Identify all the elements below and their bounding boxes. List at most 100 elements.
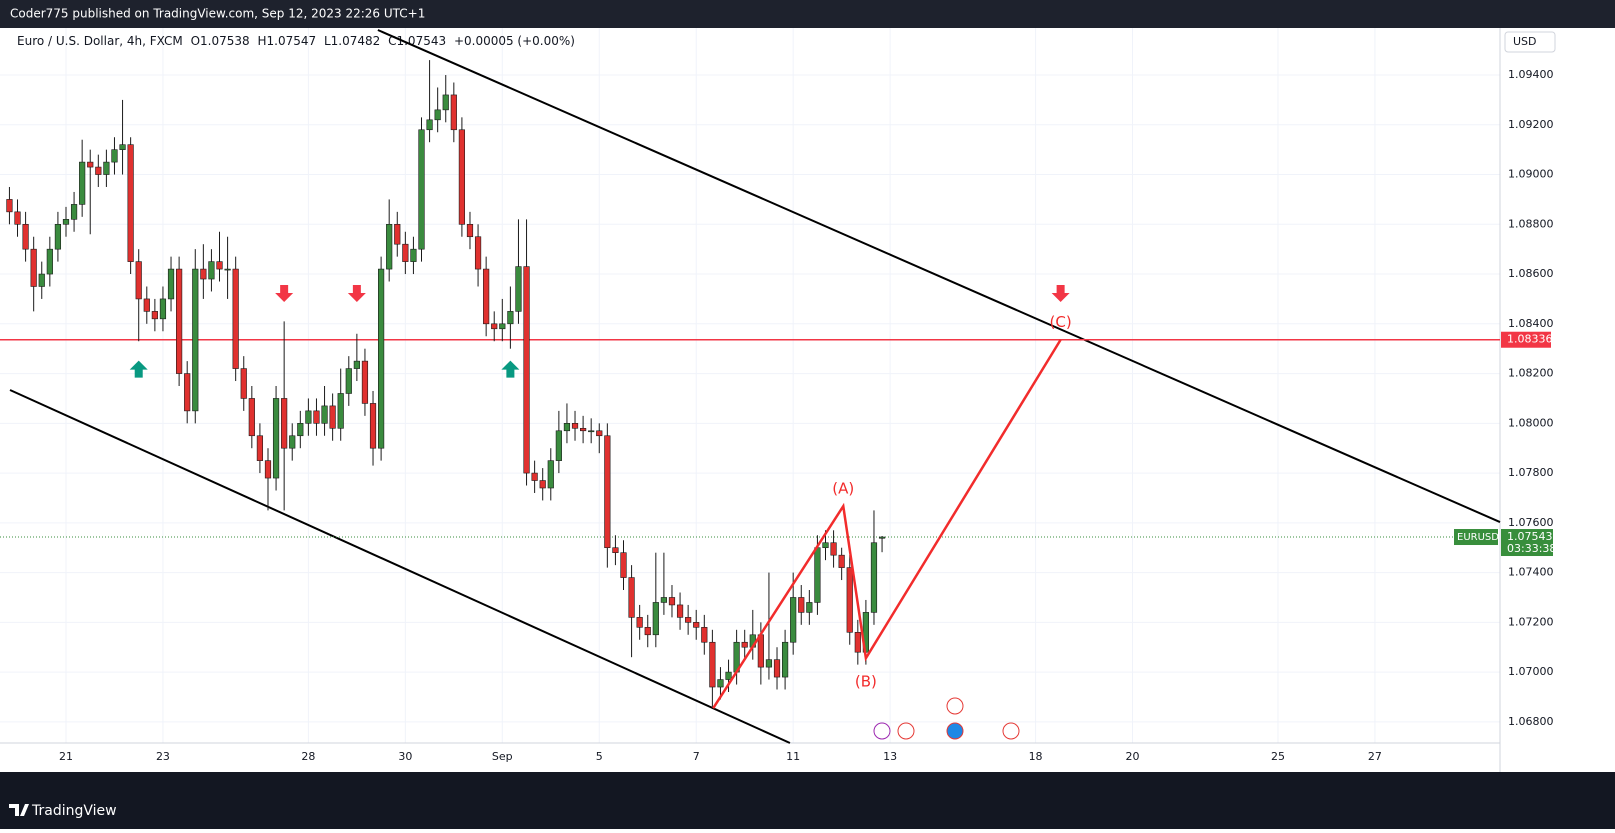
candle-body bbox=[814, 547, 821, 603]
candle-body bbox=[329, 405, 336, 429]
event-icon bbox=[1002, 722, 1020, 740]
x-tick-label: 30 bbox=[398, 750, 412, 763]
candle-body bbox=[571, 423, 579, 429]
candle-body bbox=[272, 398, 280, 479]
ohlc-label: O bbox=[191, 34, 200, 48]
candle-body bbox=[442, 94, 449, 111]
candle-body bbox=[378, 268, 385, 449]
candle-body bbox=[830, 542, 837, 556]
candle-body bbox=[612, 547, 619, 553]
candle-body bbox=[46, 248, 53, 275]
candle-body bbox=[95, 166, 102, 175]
candle-body bbox=[725, 671, 732, 680]
x-tick-label: 21 bbox=[59, 750, 73, 763]
candle-body bbox=[741, 641, 748, 648]
candle-body bbox=[693, 622, 700, 628]
candle-body bbox=[652, 602, 659, 636]
candle-body bbox=[361, 360, 369, 404]
candle-body bbox=[636, 617, 643, 628]
candle-body bbox=[305, 410, 312, 424]
y-tick-label: 1.09200 bbox=[1508, 118, 1554, 131]
change: +0.00005 (+0.00%) bbox=[454, 34, 575, 48]
x-tick-label: 13 bbox=[883, 750, 897, 763]
x-tick-label: 27 bbox=[1368, 750, 1382, 763]
candle-body bbox=[491, 323, 498, 330]
arrow bbox=[501, 360, 520, 378]
candle-body bbox=[676, 604, 684, 618]
candle-body bbox=[289, 435, 296, 449]
candle-body bbox=[878, 536, 886, 539]
candle-body bbox=[14, 211, 21, 225]
bottom-bar bbox=[0, 772, 1615, 829]
x-tick-label: 11 bbox=[786, 750, 800, 763]
arrow bbox=[347, 284, 366, 302]
candle-body bbox=[644, 627, 651, 636]
brand-logo bbox=[9, 804, 29, 816]
ohlc-label: C bbox=[388, 34, 396, 48]
y-tick-label: 1.08000 bbox=[1508, 416, 1554, 429]
candle-body bbox=[127, 144, 134, 262]
candle-body bbox=[434, 109, 441, 121]
candle-body bbox=[483, 268, 490, 325]
x-tick-label: 23 bbox=[156, 750, 170, 763]
legend: Euro / U.S. Dollar, 4h, FXCM O1.07538 H1… bbox=[17, 34, 575, 48]
top-bar bbox=[0, 0, 1615, 28]
arrow bbox=[129, 360, 148, 378]
arrow bbox=[1051, 284, 1070, 302]
candle-body bbox=[62, 219, 70, 225]
candle-body bbox=[208, 261, 215, 280]
candle-body bbox=[281, 398, 288, 449]
ohlc-label: L bbox=[324, 34, 331, 48]
y-tick-label: 1.07600 bbox=[1508, 516, 1554, 529]
candle-body bbox=[765, 659, 773, 668]
x-tick-label: 28 bbox=[301, 750, 315, 763]
candle-body bbox=[103, 161, 110, 175]
currency-button[interactable] bbox=[1504, 31, 1556, 53]
candle-body bbox=[781, 641, 789, 678]
candle-body bbox=[256, 435, 264, 461]
candle-body bbox=[192, 268, 199, 412]
candle-body bbox=[628, 577, 635, 618]
candle-body bbox=[224, 268, 231, 271]
candle-body bbox=[539, 480, 546, 489]
candle-body bbox=[176, 268, 183, 374]
countdown: 03:33:38 bbox=[1507, 542, 1556, 555]
arrow bbox=[275, 284, 294, 302]
x-tick-label: 20 bbox=[1126, 750, 1140, 763]
candle-body bbox=[79, 161, 86, 205]
candle-body bbox=[70, 204, 78, 220]
candle-body bbox=[499, 323, 506, 330]
publisher-note: Coder775 published on TradingView.com, S… bbox=[10, 7, 425, 21]
wave-label: (C) bbox=[1050, 313, 1072, 331]
candle-body bbox=[264, 460, 272, 479]
candle-body bbox=[798, 597, 805, 613]
candle-body bbox=[450, 94, 457, 131]
x-tick-label: 5 bbox=[596, 750, 603, 763]
candle-body bbox=[596, 430, 603, 437]
candle-body bbox=[426, 119, 433, 131]
ohlc-value: 1.07538 bbox=[200, 34, 250, 48]
candle-body bbox=[806, 602, 813, 613]
trend-line bbox=[377, 29, 1501, 524]
symbol: Euro / U.S. Dollar, 4h, FXCM bbox=[17, 34, 183, 48]
candle-body bbox=[232, 268, 239, 369]
candle-body bbox=[709, 641, 716, 688]
wave-label: (B) bbox=[855, 673, 877, 691]
last-tag bbox=[1501, 529, 1553, 557]
y-tick-label: 1.08200 bbox=[1508, 367, 1554, 380]
y-tick-label: 1.08400 bbox=[1508, 317, 1554, 330]
grid bbox=[0, 28, 1500, 743]
candle-body bbox=[870, 542, 878, 613]
candle-body bbox=[313, 410, 320, 424]
candle-body bbox=[240, 368, 247, 399]
candle-body bbox=[30, 248, 37, 287]
y-tick-label: 1.07000 bbox=[1508, 665, 1554, 678]
level-tag bbox=[1501, 331, 1551, 348]
ohlc-label: H bbox=[257, 34, 266, 48]
x-tick-label: Sep bbox=[492, 750, 513, 763]
candle-body bbox=[838, 554, 845, 568]
candle-body bbox=[402, 243, 409, 262]
wave-label: (A) bbox=[832, 480, 854, 498]
level-label: 1.08336 bbox=[1507, 333, 1553, 346]
